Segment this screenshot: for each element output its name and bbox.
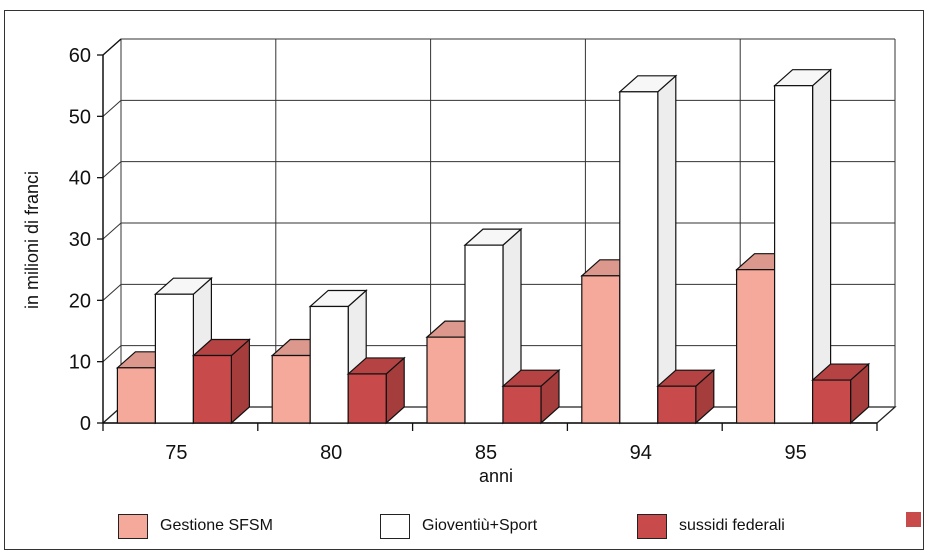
bar-front	[426, 336, 466, 424]
bar-front	[657, 385, 697, 424]
x-tick-label: 94	[630, 442, 652, 464]
bar-front	[271, 354, 311, 424]
bar	[618, 74, 678, 425]
x-axis-title: anni	[479, 466, 513, 486]
y-tick-label: 20	[69, 290, 91, 312]
chart-frame	[4, 10, 924, 550]
bar	[463, 227, 523, 425]
bar-front	[773, 85, 814, 424]
y-tick-label: 40	[69, 168, 91, 190]
bar-front	[581, 275, 621, 424]
bar-front	[154, 293, 194, 424]
grid-line-side	[102, 99, 122, 117]
y-axis-title: in milioni di franci	[22, 171, 42, 309]
y-tick-label: 60	[69, 45, 91, 67]
chart-labels: 0 10 20 30 40 50 60 75 80 85 94 95 anni in milioni di…	[22, 45, 807, 486]
legend-item-gioventu: Gioventiù+Sport	[380, 512, 537, 540]
bar-front	[619, 91, 659, 424]
y-axis-top	[102, 38, 122, 56]
legend-label: sussidi federali	[679, 517, 785, 534]
legend-swatch	[118, 513, 148, 539]
legend-label: Gestione SFSM	[160, 517, 273, 534]
bar-front	[464, 244, 504, 424]
chart-bars	[115, 68, 871, 425]
legend-item-sussidi: sussidi federali	[637, 512, 785, 540]
grid-line-side	[102, 222, 122, 240]
y-tick-label: 50	[69, 106, 91, 128]
x-tick-label: 85	[475, 442, 497, 464]
legend-swatch	[380, 513, 410, 539]
x-tick-label: 75	[165, 442, 187, 464]
grid-line-side	[102, 345, 122, 363]
bar-front	[309, 305, 349, 424]
bar	[501, 368, 561, 425]
corner-mark	[906, 512, 921, 527]
bar	[773, 68, 833, 425]
bar-front	[811, 379, 852, 424]
bar	[191, 338, 251, 425]
legend-item-gestione: Gestione SFSM	[118, 512, 273, 540]
bar-front	[502, 385, 542, 424]
y-tick-label: 0	[80, 413, 91, 435]
bar	[656, 368, 716, 425]
bar-side	[657, 74, 677, 425]
y-tick-label: 10	[69, 352, 91, 374]
x-tick-label: 95	[784, 442, 806, 464]
grid-line-side	[102, 283, 122, 301]
bar-front	[347, 373, 387, 424]
bar	[346, 356, 406, 425]
grid-line-side	[102, 161, 122, 179]
x-tick-label: 80	[320, 442, 342, 464]
bar-front	[735, 269, 776, 424]
bar-front	[116, 367, 157, 424]
bar-front	[192, 354, 232, 424]
legend-label: Gioventiù+Sport	[422, 517, 538, 534]
legend-swatch	[637, 513, 667, 539]
bar	[811, 362, 871, 425]
y-tick-label: 30	[69, 229, 91, 251]
